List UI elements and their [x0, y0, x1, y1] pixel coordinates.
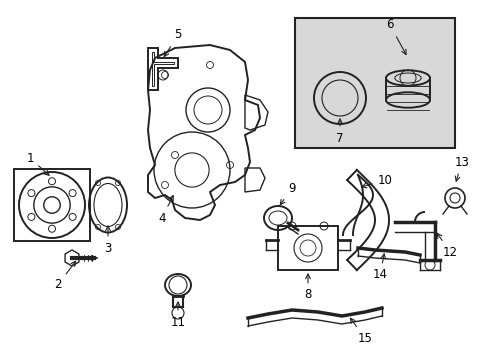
Text: 5: 5 — [164, 28, 182, 57]
Text: 6: 6 — [386, 18, 406, 54]
Text: 14: 14 — [372, 254, 388, 282]
Bar — [295, 18, 455, 148]
Text: 13: 13 — [455, 156, 469, 181]
Text: 9: 9 — [280, 181, 296, 205]
Text: 12: 12 — [437, 233, 458, 258]
Bar — [14, 169, 90, 241]
Text: 7: 7 — [336, 119, 344, 144]
Bar — [278, 226, 338, 270]
Text: 8: 8 — [304, 274, 312, 302]
Text: 10: 10 — [362, 174, 392, 188]
Text: 11: 11 — [171, 302, 186, 328]
Text: 2: 2 — [54, 261, 75, 292]
Text: 3: 3 — [104, 226, 112, 255]
Text: 15: 15 — [350, 318, 372, 345]
Text: 1: 1 — [26, 152, 49, 175]
Text: 4: 4 — [158, 195, 173, 225]
